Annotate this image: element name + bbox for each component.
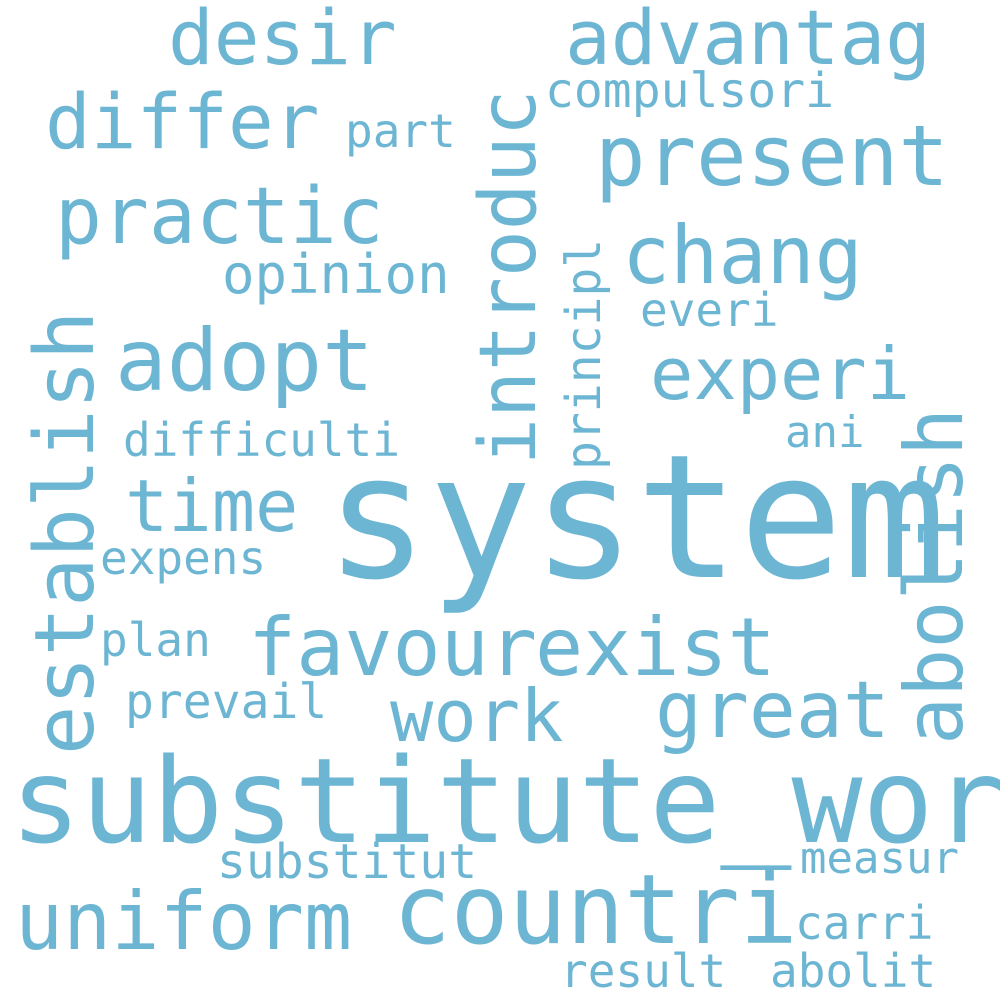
word-establish: establish	[18, 310, 113, 755]
word-substitute-word: substitute_word	[10, 732, 1000, 870]
word-abolit: abolit	[770, 944, 937, 998]
word-opinion: opinion	[222, 243, 450, 306]
word-everi: everi	[640, 283, 779, 337]
word-desir: desir	[168, 0, 397, 82]
word-measur: measur	[800, 833, 959, 884]
word-exist: exist	[535, 601, 776, 694]
word-abolish: abolish	[888, 407, 981, 745]
word-countri: countri	[393, 854, 798, 966]
word-expens: expens	[100, 531, 267, 585]
word-uniform: uniform	[15, 875, 353, 968]
word-great: great	[655, 666, 890, 756]
word-ani: ani	[785, 407, 865, 458]
word-carri: carri	[795, 896, 934, 950]
word-time: time	[125, 464, 299, 548]
word-favour: favour	[248, 601, 537, 694]
word-practic: practic	[55, 172, 384, 262]
word-plan: plan	[100, 613, 211, 667]
word-adopt: adopt	[115, 311, 374, 411]
word-work: work	[390, 674, 564, 758]
word-principl: principl	[556, 238, 612, 470]
word-advantag: advantag	[565, 0, 932, 82]
word-compulsori: compulsori	[545, 63, 834, 119]
word-differ: differ	[45, 77, 320, 166]
word-present: present	[595, 107, 950, 205]
word-substitut: substitut	[217, 834, 478, 890]
word-system: system	[325, 417, 947, 618]
word-difficulti: difficulti	[123, 413, 400, 467]
word-prevail: prevail	[125, 674, 328, 730]
word-chang: chang	[622, 209, 863, 302]
word-experi: experi	[650, 332, 911, 416]
word-part: part	[345, 104, 456, 158]
word-introduc: introduc	[464, 89, 554, 465]
word-result: result	[560, 944, 727, 998]
